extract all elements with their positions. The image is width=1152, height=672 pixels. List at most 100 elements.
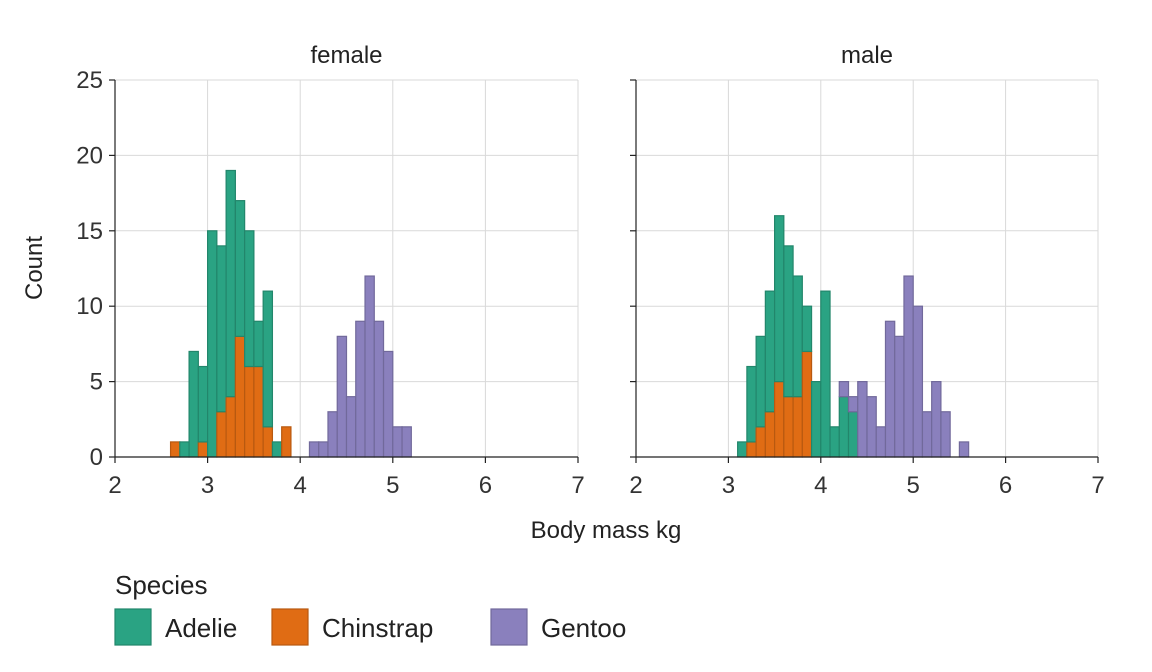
- bar-adelie: [234, 200, 246, 337]
- bar-chinstrap: [783, 396, 794, 458]
- bar-adelie: [847, 411, 859, 458]
- bar-adelie: [262, 290, 274, 428]
- legend: Species Adelie Chinstrap Gentoo: [114, 570, 626, 646]
- bar-adelie: [801, 305, 813, 353]
- bar-adelie: [755, 335, 766, 428]
- x-tick-label: 3: [201, 472, 214, 499]
- bar-chinstrap: [197, 441, 209, 458]
- bar-chinstrap: [755, 426, 766, 458]
- panel-title: female: [310, 42, 382, 69]
- legend-swatch: [271, 608, 309, 646]
- bar-adelie: [820, 290, 831, 458]
- bar-chinstrap: [253, 365, 264, 458]
- bar-gentoo: [355, 320, 366, 458]
- bar-gentoo: [866, 396, 877, 458]
- legend-label: Gentoo: [541, 613, 626, 643]
- bar-gentoo: [336, 335, 348, 458]
- bar-gentoo: [392, 426, 403, 458]
- bar-gentoo: [857, 381, 868, 458]
- bar-gentoo: [912, 305, 924, 458]
- bar-adelie: [764, 290, 776, 413]
- bar-gentoo: [847, 396, 859, 413]
- x-tick-label: 2: [629, 472, 642, 499]
- bar-gentoo: [318, 441, 329, 458]
- bar-gentoo: [308, 441, 320, 458]
- bar-chinstrap: [773, 381, 785, 458]
- bar-chinstrap: [216, 411, 227, 458]
- bar-adelie: [188, 350, 199, 458]
- bar-chinstrap: [225, 396, 236, 458]
- y-tick-label: 15: [76, 218, 103, 245]
- legend-swatch: [114, 608, 152, 646]
- bar-gentoo: [345, 396, 357, 458]
- legend-item-chinstrap: Chinstrap: [271, 608, 433, 646]
- y-tick-label: 25: [76, 67, 103, 94]
- panel-female: female 2 3 4 5 6 7 0 5 10 15 20 25: [76, 42, 584, 499]
- bar-chinstrap: [281, 426, 292, 458]
- bars: [737, 215, 970, 458]
- bar-gentoo: [940, 411, 951, 458]
- x-tick-label: 3: [722, 472, 735, 499]
- bar-adelie: [829, 426, 840, 458]
- bar-gentoo: [401, 426, 412, 458]
- bar-gentoo: [903, 275, 914, 458]
- bar-adelie: [746, 365, 757, 443]
- bar-adelie: [792, 275, 803, 398]
- x-tick-label: 4: [814, 472, 827, 499]
- bar-gentoo: [931, 381, 942, 458]
- legend-swatch: [490, 608, 528, 646]
- bar-adelie: [271, 441, 283, 458]
- bar-gentoo: [373, 320, 385, 458]
- bar-chinstrap: [801, 350, 813, 458]
- bar-gentoo: [921, 411, 933, 458]
- bar-adelie: [783, 245, 794, 398]
- y-axis-title: Count: [21, 236, 48, 300]
- x-tick-label: 6: [479, 472, 492, 499]
- legend-label: Adelie: [165, 613, 237, 643]
- bar-adelie: [179, 441, 190, 458]
- bar-chinstrap: [244, 365, 255, 458]
- panel-male: male 2 3 4 5 6 7: [629, 42, 1104, 499]
- bar-chinstrap: [169, 441, 181, 458]
- x-tick-label: 7: [1091, 472, 1104, 499]
- x-axis-title: Body mass kg: [531, 517, 682, 544]
- bar-adelie: [737, 441, 748, 458]
- y-tick-label: 10: [76, 293, 103, 320]
- x-tick-label: 6: [999, 472, 1012, 499]
- legend-title: Species: [115, 570, 208, 600]
- x-tick-label: 5: [386, 472, 399, 499]
- x-tick-label: 5: [907, 472, 920, 499]
- bar-adelie: [838, 396, 850, 458]
- bar-gentoo: [894, 335, 905, 458]
- panel-title: male: [841, 42, 893, 69]
- bar-gentoo: [327, 411, 338, 458]
- bar-adelie: [216, 245, 227, 413]
- bar-adelie: [773, 215, 785, 383]
- legend-label: Chinstrap: [322, 613, 433, 643]
- bar-gentoo: [875, 426, 887, 458]
- y-tick-label: 20: [76, 142, 103, 169]
- bar-adelie: [810, 381, 822, 458]
- bar-gentoo: [884, 320, 896, 458]
- x-tick-label: 4: [294, 472, 307, 499]
- bar-gentoo: [958, 441, 970, 458]
- bar-adelie: [207, 230, 218, 458]
- bar-adelie: [225, 169, 236, 398]
- legend-item-adelie: Adelie: [114, 608, 237, 646]
- bars: [169, 169, 412, 458]
- bar-adelie: [253, 320, 264, 368]
- bar-gentoo: [364, 275, 375, 458]
- x-tick-label: 7: [571, 472, 584, 499]
- bar-chinstrap: [234, 335, 246, 458]
- legend-item-gentoo: Gentoo: [490, 608, 626, 646]
- panels-layer: female 2 3 4 5 6 7 0 5 10 15 20 25 male 2 3 4 5 6 7: [76, 42, 1104, 499]
- bar-gentoo: [838, 381, 850, 398]
- bar-chinstrap: [792, 396, 803, 458]
- bar-chinstrap: [262, 426, 274, 458]
- bar-gentoo: [382, 350, 394, 458]
- bar-adelie: [244, 230, 255, 368]
- bar-chinstrap: [764, 411, 776, 458]
- bar-chinstrap: [746, 441, 757, 458]
